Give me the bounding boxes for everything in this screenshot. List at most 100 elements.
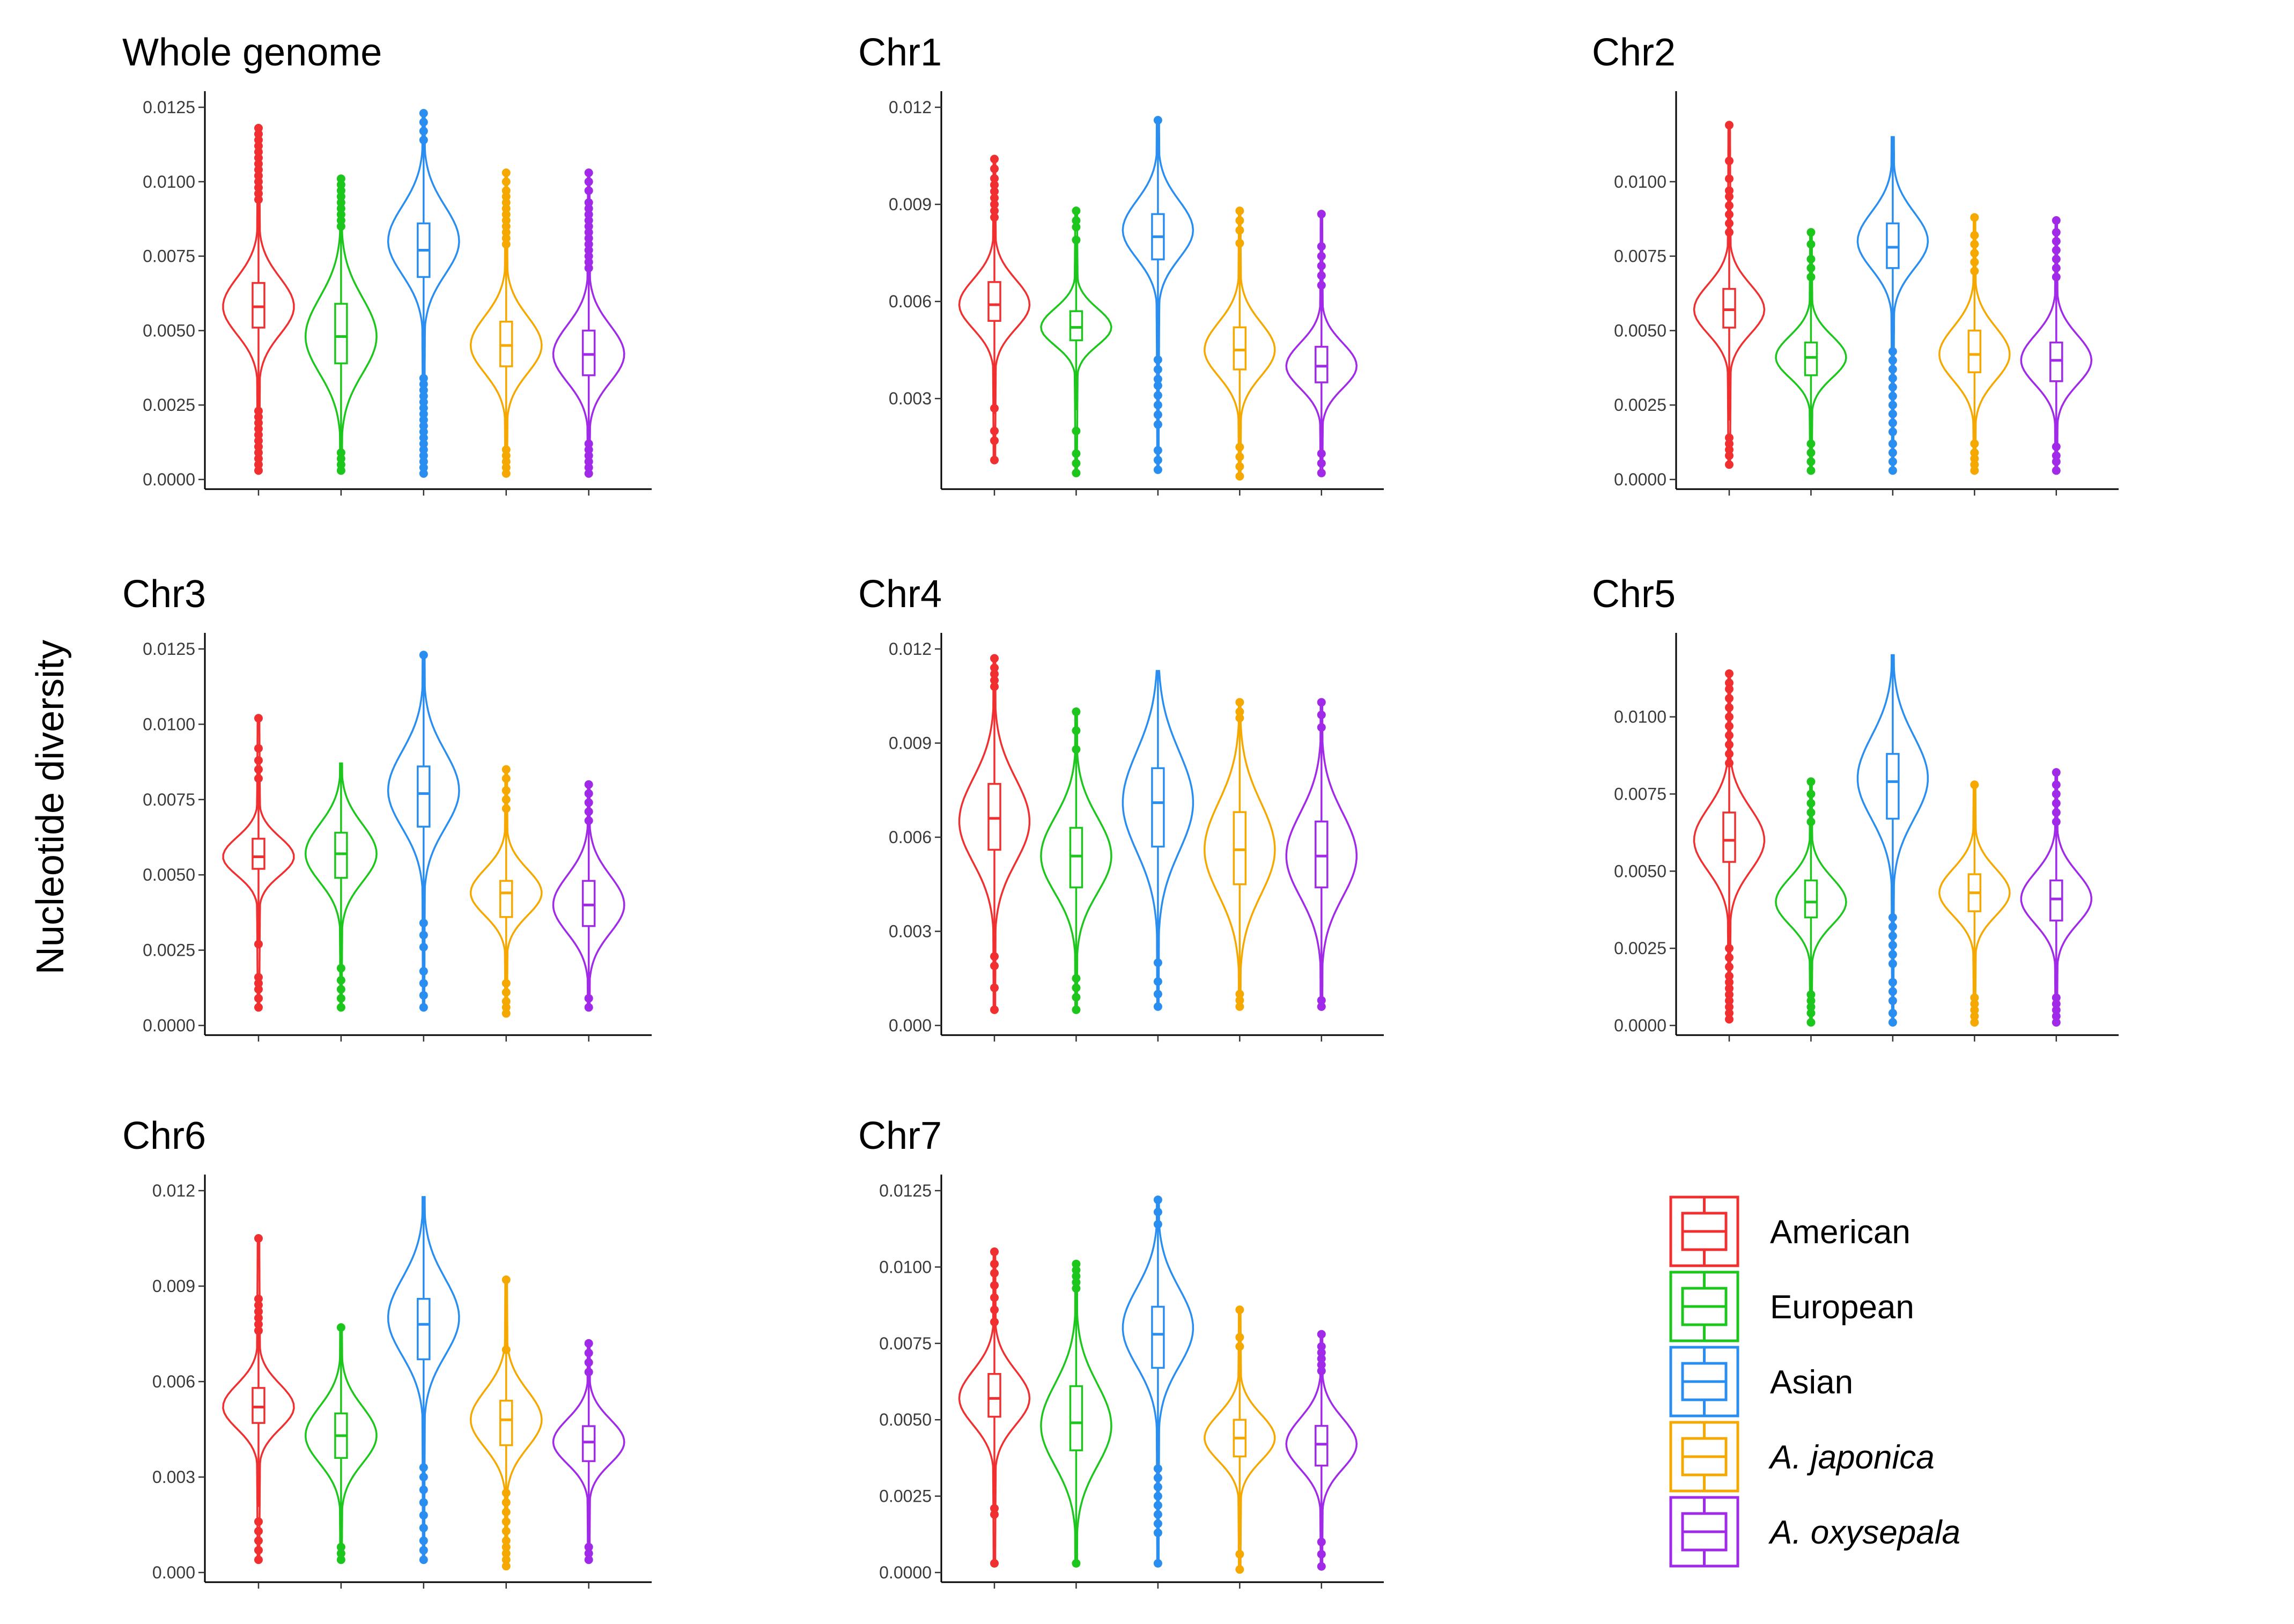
- outlier-point: [1317, 1348, 1326, 1357]
- outlier-point: [1072, 1259, 1081, 1268]
- violin-a-japonica: [469, 1275, 543, 1589]
- outlier-point: [1725, 984, 1734, 993]
- outlier-point: [1072, 206, 1081, 216]
- outlier-point: [501, 445, 511, 454]
- outlier-point: [1072, 1284, 1081, 1293]
- violin-a-japonica: [1204, 206, 1276, 496]
- outlier-point: [1317, 261, 1326, 270]
- outlier-point: [501, 1345, 511, 1354]
- outlier-point: [254, 1234, 263, 1243]
- outlier-point: [584, 1368, 593, 1377]
- outlier-point: [419, 422, 428, 431]
- outlier-point: [1888, 409, 1897, 418]
- violin-a-japonica: [1938, 213, 2011, 496]
- outlier-point: [1072, 468, 1081, 477]
- outlier-point: [501, 463, 511, 472]
- outlier-point: [1806, 448, 1816, 457]
- outlier-point: [419, 445, 428, 454]
- outlier-point: [1153, 1464, 1162, 1473]
- iqr-box: [2049, 341, 2063, 382]
- outlier-point: [1153, 365, 1162, 374]
- outlier-point: [1725, 740, 1734, 749]
- legend-key-icon: [1669, 1421, 1739, 1493]
- outlier-point: [2052, 237, 2061, 246]
- y-tick-label: 0.003: [889, 922, 932, 941]
- iqr-box: [334, 302, 348, 365]
- outlier-point: [584, 1542, 593, 1552]
- outlier-point: [501, 216, 511, 225]
- y-tick-label: 0.0125: [143, 639, 195, 659]
- outlier-point: [1235, 462, 1244, 471]
- outlier-point: [2052, 272, 2061, 282]
- outlier-point: [1725, 694, 1734, 703]
- legend-item-a-japonica: A. japonica: [1669, 1421, 1935, 1493]
- outlier-point: [990, 1504, 999, 1513]
- iqr-box: [1069, 1385, 1083, 1451]
- panel-chr4: Chr4 0.000 0.003 0.006 0.009 0.012: [858, 573, 1384, 1042]
- outlier-point: [336, 976, 345, 985]
- outlier-point: [1888, 959, 1897, 968]
- outlier-point: [501, 240, 511, 249]
- outlier-point: [1806, 255, 1816, 264]
- outlier-point: [1970, 231, 1979, 240]
- outlier-point: [1317, 1354, 1326, 1363]
- outlier-point: [2052, 817, 2061, 826]
- legend-key-icon: [1669, 1496, 1739, 1568]
- y-tick-label: 0.0000: [143, 470, 195, 489]
- outlier-point: [1072, 1266, 1081, 1275]
- outlier-point: [990, 206, 999, 216]
- y-tick-label: 0.009: [152, 1276, 195, 1296]
- figure-y-axis-label: Nucleotide diversity: [29, 640, 72, 975]
- violin-asian: [1122, 1195, 1194, 1589]
- iqr-box: [1233, 326, 1247, 371]
- outlier-point: [336, 180, 345, 189]
- outlier-point: [1317, 710, 1326, 719]
- outlier-point: [419, 651, 428, 660]
- outlier-point: [1235, 707, 1244, 716]
- y-tick-label: 0.0100: [879, 1257, 932, 1276]
- outlier-point: [1806, 990, 1816, 999]
- outlier-point: [584, 1549, 593, 1558]
- outlier-point: [1235, 996, 1244, 1005]
- outlier-point: [1806, 272, 1816, 282]
- panel-title: Chr7: [858, 1114, 942, 1157]
- outlier-point: [990, 1281, 999, 1290]
- outlier-point: [419, 403, 428, 412]
- legend-item-a-oxysepala: A. oxysepala: [1669, 1496, 1960, 1568]
- violin-asian: [1856, 654, 1929, 1042]
- outlier-point: [1072, 459, 1081, 468]
- outlier-point: [1725, 703, 1734, 712]
- outlier-point: [419, 1485, 428, 1494]
- outlier-point: [990, 213, 999, 222]
- outlier-point: [1153, 410, 1162, 419]
- outlier-point: [584, 186, 593, 195]
- outlier-point: [419, 109, 428, 118]
- outlier-point: [1153, 958, 1162, 967]
- outlier-point: [1317, 698, 1326, 707]
- violin-asian: [387, 1196, 460, 1589]
- outlier-point: [419, 117, 428, 127]
- violin-outline: [387, 1196, 460, 1561]
- iqr-box: [987, 783, 1001, 851]
- outlier-point: [1153, 1002, 1162, 1011]
- legend-label: Asian: [1770, 1364, 1853, 1401]
- legend-key-icon: [1669, 1346, 1739, 1418]
- outlier-point: [584, 457, 593, 466]
- violin-a-japonica: [1204, 1305, 1276, 1589]
- violin-outline: [1856, 654, 1929, 1023]
- legend-label: European: [1770, 1289, 1914, 1326]
- outlier-point: [1072, 726, 1081, 735]
- outlier-point: [1725, 996, 1734, 1005]
- panel-title: Chr1: [858, 31, 942, 74]
- outlier-point: [1072, 993, 1081, 1002]
- outlier-point: [501, 979, 511, 988]
- y-tick-label: 0.0125: [879, 1181, 932, 1200]
- outlier-point: [584, 469, 593, 478]
- outlier-point: [419, 374, 428, 383]
- y-tick-label: 0.0025: [1614, 395, 1666, 415]
- outlier-point: [419, 1555, 428, 1564]
- outlier-point: [1725, 712, 1734, 721]
- outlier-point: [990, 1293, 999, 1302]
- outlier-point: [1888, 457, 1897, 466]
- outlier-point: [419, 1546, 428, 1555]
